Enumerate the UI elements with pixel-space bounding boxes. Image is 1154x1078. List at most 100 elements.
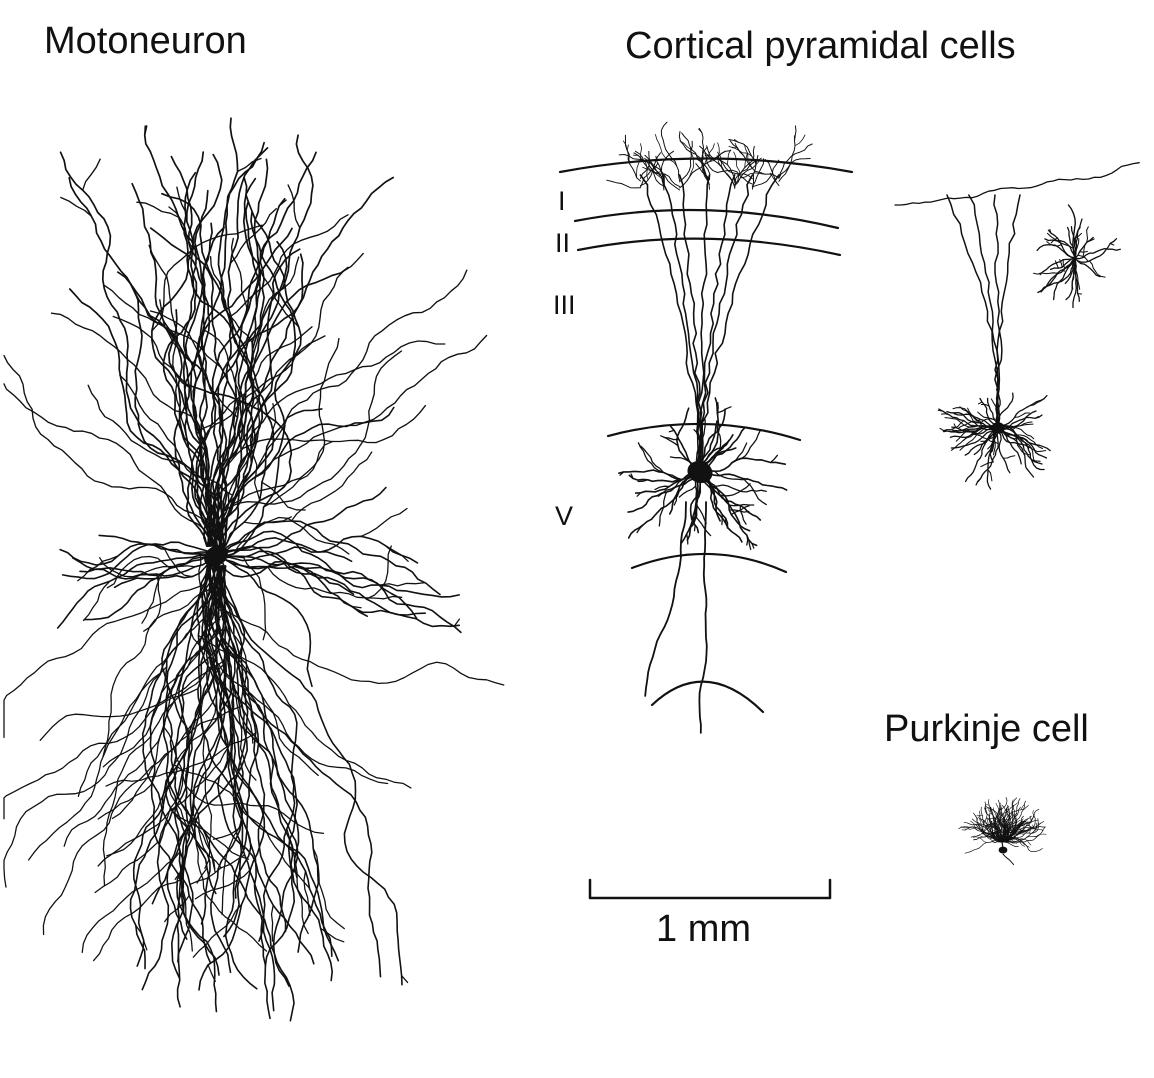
motoneuron-dendrite — [251, 252, 364, 410]
purkinje-dendrite — [1002, 805, 1029, 843]
motoneuron-dendrite — [233, 516, 292, 555]
purkinje-dendrite — [1001, 804, 1010, 815]
basal-dendrite — [699, 457, 787, 473]
motoneuron-dendrite — [286, 828, 309, 935]
purkinje-dendrite — [992, 831, 1007, 843]
purkinje-dendrite — [1015, 819, 1018, 830]
basal-dendrite — [739, 504, 747, 525]
motoneuron-dendrite — [102, 663, 215, 886]
basal-dendrite — [712, 484, 767, 493]
motoneuron-dendrite — [200, 661, 227, 869]
apical-tuft — [778, 143, 813, 179]
motoneuron-dendrite — [97, 705, 243, 820]
motoneuron-dendrite — [92, 877, 184, 962]
basal-dendrite — [989, 427, 999, 463]
motoneuron-dendrite — [106, 555, 171, 589]
apical-tuft — [764, 159, 780, 187]
purkinje-dendrite — [1026, 824, 1044, 831]
apical-tuft — [704, 152, 753, 185]
apical-tuft — [744, 152, 748, 168]
apical-tuft — [744, 144, 753, 169]
apical-tuft — [655, 134, 678, 167]
basal-dendrite — [975, 427, 999, 486]
motoneuron-dendrite — [135, 924, 148, 951]
basal-dendrite — [1001, 423, 1034, 431]
apical-tuft — [778, 158, 811, 179]
motoneuron-dendrite — [218, 565, 403, 986]
layer-3-5-boundary — [606, 422, 802, 442]
motoneuron-dendrite — [230, 237, 248, 318]
apical-tuft — [633, 152, 681, 191]
purkinje-dendrite — [1003, 826, 1032, 843]
apical-tuft — [794, 134, 806, 147]
motoneuron-dendrite — [61, 541, 217, 580]
motoneuron-dendrite — [365, 545, 392, 600]
basal-dendrite — [964, 427, 999, 456]
motoneuron-dendrite — [141, 565, 217, 991]
basal-dendrite — [964, 427, 999, 483]
layer-label-1: I — [558, 186, 566, 216]
motoneuron-dendrite — [195, 326, 313, 435]
apical-tuft — [728, 139, 757, 190]
apical-tuft — [717, 142, 722, 167]
basal-dendrite — [944, 417, 979, 428]
apical-dendrite — [1067, 204, 1076, 259]
motoneuron-dendrite — [269, 402, 277, 440]
motoneuron-dendrite — [224, 176, 395, 547]
motoneuron-dendrite — [216, 565, 298, 1012]
axon — [1072, 257, 1077, 309]
purkinje-dendrite — [1006, 811, 1010, 818]
scale-bar-label: 1 mm — [656, 908, 751, 950]
basal-dendrite — [987, 469, 993, 482]
motoneuron-dendrite — [50, 312, 193, 418]
motoneuron-dendrite — [220, 565, 271, 1020]
white-matter-boundary — [650, 680, 765, 714]
purkinje-dendrite — [1019, 814, 1034, 833]
motoneuron-dendrite — [242, 555, 267, 641]
motoneuron-dendrite — [97, 737, 232, 867]
motoneuron-dendrite — [192, 819, 216, 870]
apical-dendrite — [993, 194, 1001, 429]
apical-dendrite — [968, 194, 1000, 429]
purkinje-dendrite — [964, 841, 1002, 854]
purkinje-dendrite — [994, 820, 999, 841]
apical-tuft — [734, 145, 755, 185]
motoneuron-dendrite — [287, 184, 301, 229]
motoneuron-dendrite — [3, 583, 207, 739]
layer-label-2: II — [555, 228, 571, 258]
purkinje-soma — [998, 846, 1008, 854]
motoneuron-dendrite — [180, 802, 268, 952]
motoneuron-soma — [204, 545, 228, 567]
basal-dendrite — [1071, 260, 1076, 290]
motoneuron-dendrite — [207, 565, 320, 953]
motoneuron-dendrite — [3, 673, 161, 888]
purkinje-dendrite — [994, 813, 1000, 822]
basal-dendrite — [1074, 257, 1080, 302]
purkinje-dendrite — [1029, 815, 1033, 823]
small-pyramidal-cells — [894, 162, 1140, 490]
large-pyramidal-cell — [606, 121, 813, 734]
motoneuron-dendrite — [207, 565, 340, 962]
basal-dendrite — [950, 427, 999, 449]
basal-dendrite — [718, 483, 751, 497]
motoneuron-dendrite — [77, 555, 119, 582]
basal-dendrite — [1074, 232, 1083, 239]
motoneuron-dendrite — [229, 208, 277, 264]
motoneuron-dendrite — [215, 537, 353, 563]
motoneuron-dendrite — [360, 507, 408, 537]
motoneuron-title: Motoneuron — [44, 20, 247, 62]
purkinje-dendrite — [990, 839, 1000, 843]
purkinje-dendrite — [989, 814, 1007, 832]
purkinje-dendrite — [977, 834, 990, 838]
basal-dendrite — [1054, 260, 1059, 269]
motoneuron-dendrite — [266, 566, 403, 600]
motoneuron-dendrite — [202, 565, 298, 967]
layer-5-6-boundary — [630, 552, 788, 574]
pyramidal-soma-small — [991, 422, 1005, 434]
motoneuron-dendrite — [215, 486, 387, 557]
basal-dendrite — [1049, 257, 1076, 271]
purkinje-dendrite — [1004, 838, 1032, 846]
motoneuron-dendrite — [207, 134, 314, 547]
basal-dendrite — [997, 427, 1011, 474]
motoneuron-dendrite — [60, 196, 92, 217]
